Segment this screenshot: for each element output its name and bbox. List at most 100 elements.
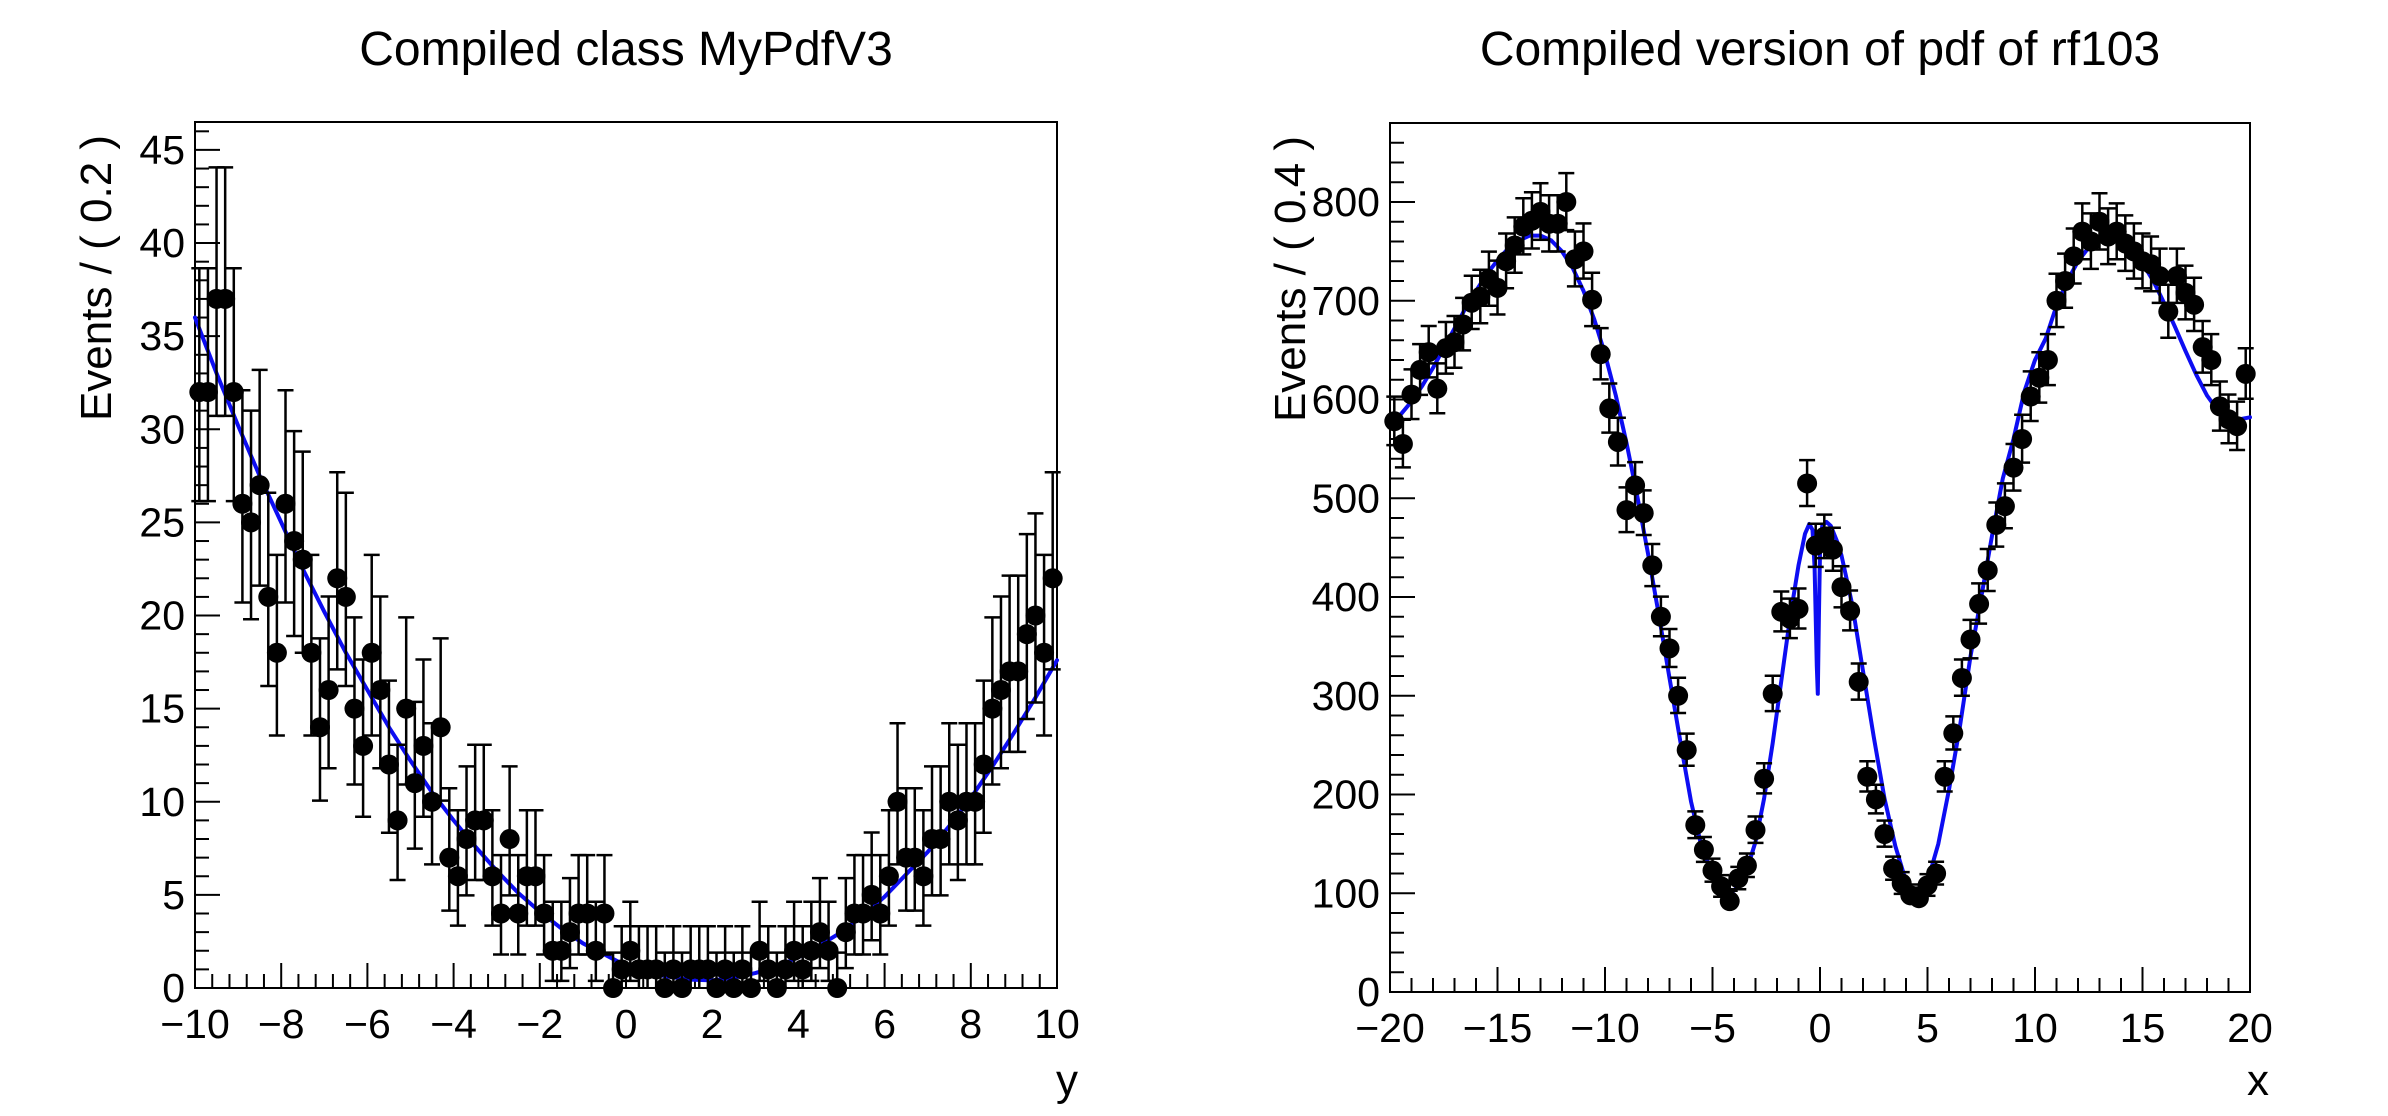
x-tick-label: 0 bbox=[615, 1001, 638, 1047]
data-point bbox=[577, 903, 598, 924]
chart-title-left: Compiled class MyPdfV3 bbox=[359, 23, 893, 76]
data-point bbox=[1943, 723, 1964, 744]
x-tick-label: 20 bbox=[2227, 1005, 2273, 1051]
data-point bbox=[1504, 235, 1525, 256]
data-point bbox=[1042, 568, 1063, 589]
data-point bbox=[1633, 503, 1654, 524]
data-point bbox=[197, 382, 218, 403]
y-tick-label: 700 bbox=[1312, 278, 1380, 324]
data-point bbox=[1384, 411, 1405, 432]
data-point bbox=[1831, 577, 1852, 598]
y-tick-label: 800 bbox=[1312, 179, 1380, 225]
data-point bbox=[430, 717, 451, 738]
data-point bbox=[223, 382, 244, 403]
data-point bbox=[809, 922, 830, 943]
chart-title-right: Compiled version of pdf of rf103 bbox=[1479, 23, 2161, 76]
data-point bbox=[344, 698, 365, 719]
data-point bbox=[1401, 384, 1422, 405]
data-point bbox=[447, 866, 468, 887]
data-point bbox=[672, 978, 693, 998]
y-tick-label: 30 bbox=[139, 406, 185, 452]
data-point bbox=[775, 959, 796, 980]
data-point bbox=[1822, 539, 1843, 560]
data-point bbox=[784, 940, 805, 961]
data-point bbox=[2080, 231, 2101, 252]
data-point bbox=[654, 978, 675, 998]
data-point bbox=[620, 940, 641, 961]
data-point bbox=[1573, 241, 1594, 262]
data-point bbox=[2166, 266, 2187, 287]
data-points bbox=[1384, 192, 2256, 912]
data-point bbox=[603, 978, 624, 998]
data-point bbox=[1487, 277, 1508, 298]
data-point bbox=[887, 791, 908, 812]
data-points bbox=[189, 288, 1063, 998]
y-tick-label: 40 bbox=[139, 220, 185, 266]
data-point bbox=[801, 940, 822, 961]
x-tick-label: −10 bbox=[1570, 1005, 1640, 1051]
x-tick-label: −10 bbox=[160, 1001, 230, 1047]
data-point bbox=[818, 940, 839, 961]
x-tick-label: 0 bbox=[1809, 1005, 1832, 1051]
data-point bbox=[1848, 671, 1869, 692]
data-point bbox=[499, 829, 520, 850]
pad-right: −20 −15 −10 −5 0 5 10 15 20010020030040050060070… bbox=[1312, 122, 2273, 1051]
data-point bbox=[491, 903, 512, 924]
data-point bbox=[1599, 398, 1620, 419]
data-point bbox=[2037, 350, 2058, 370]
y-tick-label: 600 bbox=[1312, 377, 1380, 423]
data-point bbox=[1840, 600, 1861, 621]
data-point bbox=[551, 940, 572, 961]
data-point bbox=[258, 586, 279, 607]
data-point bbox=[1977, 560, 1998, 581]
data-point bbox=[723, 978, 744, 998]
data-point bbox=[1590, 344, 1611, 365]
data-point bbox=[1034, 642, 1055, 663]
data-point bbox=[327, 568, 348, 589]
data-point bbox=[525, 866, 546, 887]
data-point bbox=[1556, 192, 1577, 212]
data-point bbox=[2020, 386, 2041, 407]
data-point bbox=[232, 493, 253, 514]
data-point bbox=[2063, 246, 2084, 267]
data-point bbox=[1410, 359, 1431, 380]
y-tick-label: 400 bbox=[1312, 574, 1380, 620]
data-point bbox=[404, 773, 425, 794]
x-tick-label: −5 bbox=[1689, 1005, 1736, 1051]
data-point bbox=[697, 959, 718, 980]
y-tick-label: 0 bbox=[1357, 969, 1380, 1015]
data-point bbox=[749, 940, 770, 961]
x-axis-title-right: x bbox=[2247, 1056, 2269, 1105]
data-point bbox=[1685, 815, 1706, 836]
data-point bbox=[973, 754, 994, 775]
data-point bbox=[1625, 475, 1646, 496]
data-point bbox=[370, 680, 391, 701]
y-tick-label: 10 bbox=[139, 779, 185, 825]
data-point bbox=[1865, 789, 1886, 810]
data-point bbox=[585, 940, 606, 961]
x-tick-label: 10 bbox=[2012, 1005, 2058, 1051]
data-point bbox=[1659, 638, 1680, 659]
x-tick-label: 4 bbox=[787, 1001, 810, 1047]
data-point bbox=[439, 847, 460, 868]
data-point bbox=[396, 698, 417, 719]
x-tick-label: −6 bbox=[344, 1001, 391, 1047]
data-point bbox=[1693, 839, 1714, 860]
data-point bbox=[456, 829, 477, 850]
x-tick-label: −2 bbox=[516, 1001, 563, 1047]
y-tick-label: 500 bbox=[1312, 475, 1380, 521]
y-tick-label: 15 bbox=[139, 686, 185, 732]
data-point bbox=[835, 922, 856, 943]
x-tick-label: −4 bbox=[430, 1001, 477, 1047]
data-point bbox=[594, 903, 615, 924]
x-tick-label: −15 bbox=[1463, 1005, 1533, 1051]
data-point bbox=[413, 735, 434, 756]
data-point bbox=[1736, 855, 1757, 876]
data-point bbox=[1711, 876, 1732, 897]
y-tick-label: 5 bbox=[162, 872, 185, 918]
data-point bbox=[982, 698, 1003, 719]
data-point bbox=[853, 903, 874, 924]
data-point bbox=[1444, 332, 1465, 353]
data-point bbox=[1926, 863, 1947, 884]
